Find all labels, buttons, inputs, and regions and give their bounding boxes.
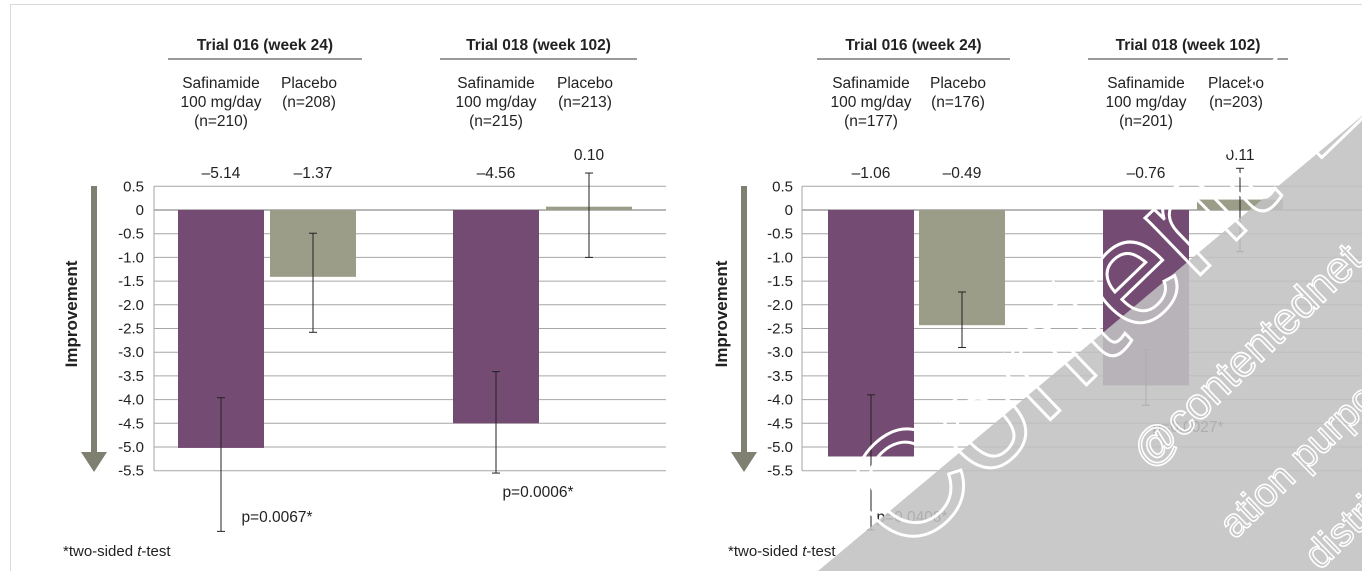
bar-category-label: 100 mg/day bbox=[831, 94, 912, 111]
footnote: *two-sided t-test bbox=[728, 543, 836, 560]
bar-category-label: Placebo bbox=[557, 75, 613, 92]
bar-category-label: (n=203) bbox=[1209, 94, 1263, 111]
bar-category-label: Safinamide bbox=[1107, 75, 1185, 92]
footnote: *two-sided t-test bbox=[63, 543, 171, 560]
bar-category-label: Safinamide bbox=[457, 75, 535, 92]
bar-category-label: (n=201) bbox=[1119, 113, 1173, 130]
bar-category-label: Placebo bbox=[930, 75, 986, 92]
bar-category-label: (n=177) bbox=[844, 113, 898, 130]
y-tick-label: -0.5 bbox=[118, 226, 144, 243]
y-tick-label: -2.5 bbox=[118, 321, 144, 338]
group-title: Trial 018 (week 102) bbox=[1116, 37, 1261, 54]
y-tick-label: -4.5 bbox=[118, 415, 144, 432]
y-tick-label: -1.5 bbox=[118, 273, 144, 290]
p-value-label: p=0.0067* bbox=[241, 509, 312, 526]
bar-category-label: 100 mg/day bbox=[456, 94, 537, 111]
improvement-arrow-head bbox=[81, 452, 107, 472]
bar-category-label: Placebo bbox=[281, 75, 337, 92]
bar-category-label: (n=208) bbox=[282, 94, 336, 111]
group-title: Trial 018 (week 102) bbox=[466, 37, 611, 54]
bar-category-label: Safinamide bbox=[182, 75, 260, 92]
bar-value-label: 0.10 bbox=[574, 147, 605, 164]
bar-category-label: 100 mg/day bbox=[181, 94, 262, 111]
y-tick-label: 0 bbox=[785, 202, 793, 219]
p-value-label: p=0.0006* bbox=[502, 484, 573, 501]
y-tick-label: -2.0 bbox=[767, 297, 793, 314]
bar-value-label: –5.14 bbox=[202, 165, 241, 182]
y-tick-label: -1.0 bbox=[118, 249, 144, 266]
y-tick-label: -5.0 bbox=[118, 439, 144, 456]
bar-category-label: (n=213) bbox=[558, 94, 612, 111]
y-tick-label: -2.0 bbox=[118, 297, 144, 314]
footnote-italic: t bbox=[137, 543, 142, 560]
footnote-prefix: *two-sided bbox=[63, 543, 137, 560]
bar-category-label: Safinamide bbox=[832, 75, 910, 92]
y-axis-label: Improvement bbox=[712, 260, 731, 367]
footnote-suffix: -test bbox=[806, 543, 836, 560]
improvement-arrow-shaft bbox=[741, 186, 747, 452]
y-axis-label: Improvement bbox=[62, 260, 81, 367]
y-tick-label: -2.5 bbox=[767, 321, 793, 338]
y-tick-label: -1.0 bbox=[767, 249, 793, 266]
p-value-label: p=0.0027* bbox=[1152, 419, 1223, 436]
y-tick-label: -4.0 bbox=[767, 392, 793, 409]
bar-value-label: –1.37 bbox=[294, 165, 333, 182]
bar-category-label: (n=215) bbox=[469, 113, 523, 130]
improvement-arrow-head bbox=[731, 452, 757, 472]
bar-value-label: –1.06 bbox=[852, 165, 891, 182]
footnote-prefix: *two-sided bbox=[728, 543, 802, 560]
bar-category-label: 100 mg/day bbox=[1106, 94, 1187, 111]
bar-value-label: –4.56 bbox=[477, 165, 516, 182]
y-tick-label: -3.0 bbox=[767, 344, 793, 361]
group-title: Trial 016 (week 24) bbox=[845, 37, 981, 54]
y-tick-label: -1.5 bbox=[767, 273, 793, 290]
improvement-arrow-shaft bbox=[91, 186, 97, 452]
y-tick-label: -5.5 bbox=[767, 463, 793, 480]
y-tick-label: -3.5 bbox=[118, 368, 144, 385]
group-title: Trial 016 (week 24) bbox=[197, 37, 333, 54]
y-tick-label: 0.5 bbox=[772, 178, 793, 195]
bar-value-label: –0.49 bbox=[943, 165, 982, 182]
y-tick-label: -0.5 bbox=[767, 226, 793, 243]
y-tick-label: -5.5 bbox=[118, 463, 144, 480]
bar-category-label: (n=210) bbox=[194, 113, 248, 130]
bar-category-label: Placebo bbox=[1208, 75, 1264, 92]
y-tick-label: -3.5 bbox=[767, 368, 793, 385]
p-value-label: p=0.0408* bbox=[876, 509, 947, 526]
y-tick-label: 0.5 bbox=[123, 178, 144, 195]
bar-category-label: (n=176) bbox=[931, 94, 985, 111]
y-tick-label: -4.5 bbox=[767, 415, 793, 432]
y-tick-label: 0 bbox=[136, 202, 144, 219]
figure-frame bbox=[10, 4, 1362, 571]
footnote-italic: t bbox=[802, 543, 807, 560]
bar-value-label: –0.76 bbox=[1127, 165, 1166, 182]
y-tick-label: -4.0 bbox=[118, 392, 144, 409]
y-tick-label: -5.0 bbox=[767, 439, 793, 456]
footnote-suffix: -test bbox=[141, 543, 171, 560]
bar-value-label: 0.11 bbox=[1225, 147, 1254, 164]
y-tick-label: -3.0 bbox=[118, 344, 144, 361]
